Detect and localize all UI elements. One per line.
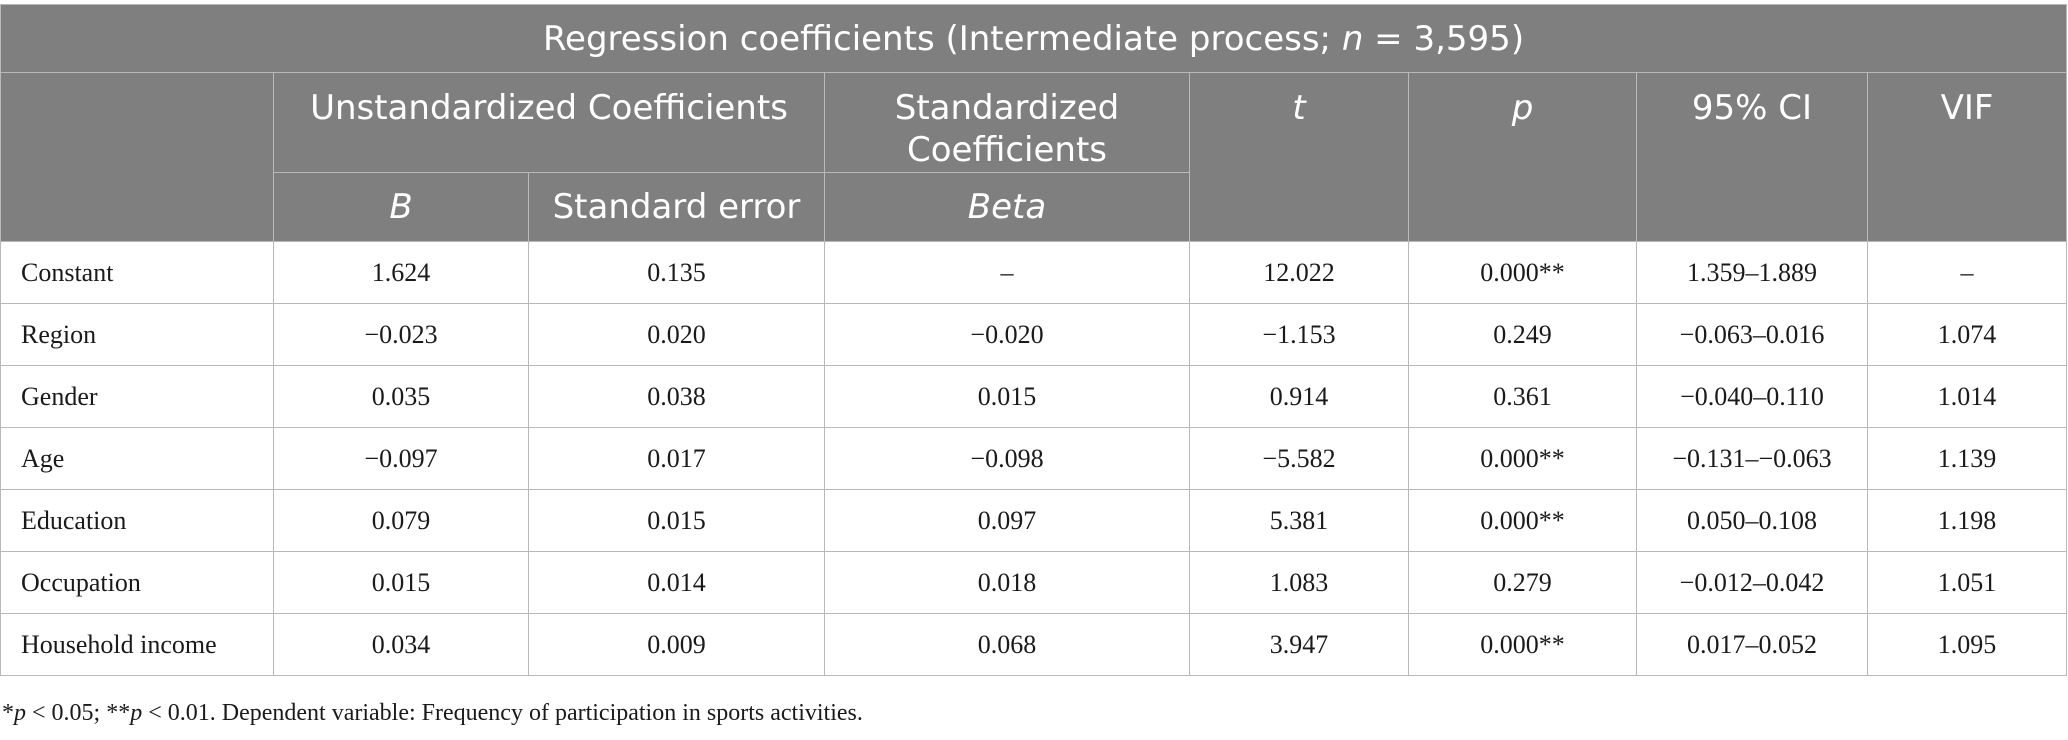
cell-vif: – [1866,241,2068,304]
title-n: n [1341,18,1364,59]
footnote-text-2: < 0.01. Dependent variable: Frequency of… [142,700,863,726]
row-label: Constant [0,241,274,304]
cell-ci: −0.063–0.016 [1636,303,1868,366]
header-empty [0,72,274,242]
cell-b: −0.023 [273,303,529,366]
row-label: Region [0,303,274,366]
header-unstandardized: Unstandardized Coefficients [273,72,825,173]
cell-t: 0.914 [1189,365,1409,428]
table-row: Age −0.097 0.017 −0.098 −5.582 0.000** −0.131–… [0,427,2068,490]
cell-ci: −0.131–−0.063 [1636,427,1868,490]
cell-beta: −0.020 [824,303,1190,366]
header-standardized: Standardized Coefficients [824,72,1190,173]
header-t: t [1189,72,1409,242]
cell-b: 1.624 [273,241,529,304]
cell-ci: 0.017–0.052 [1636,613,1868,676]
cell-vif: 1.014 [1866,365,2068,428]
cell-beta: 0.015 [824,365,1190,428]
table-row: Education 0.079 0.015 0.097 5.381 0.000** 0.05… [0,489,2068,552]
row-label: Education [0,489,274,552]
cell-beta: – [824,241,1190,304]
cell-se: 0.020 [528,303,825,366]
cell-b: 0.015 [273,551,529,614]
cell-p: 0.000** [1408,613,1637,676]
row-label: Age [0,427,274,490]
cell-b: 0.035 [273,365,529,428]
table-row: Occupation 0.015 0.014 0.018 1.083 0.279 −0.01… [0,551,2068,614]
cell-p: 0.000** [1408,241,1637,304]
cell-t: 5.381 [1189,489,1409,552]
footnote-text-1: < 0.05; ** [26,700,131,726]
table-row: Region −0.023 0.020 −0.020 −1.153 0.249 −0.063… [0,303,2068,366]
cell-vif: 1.198 [1866,489,2068,552]
header-vif: VIF [1866,72,2068,242]
cell-t: −1.153 [1189,303,1409,366]
cell-t: −5.582 [1189,427,1409,490]
cell-t: 3.947 [1189,613,1409,676]
regression-table: Regression coefficients (Intermediate pr… [0,4,2068,676]
header-b: B [273,172,529,242]
cell-vif: 1.139 [1866,427,2068,490]
cell-t: 1.083 [1189,551,1409,614]
cell-se: 0.009 [528,613,825,676]
cell-p: 0.000** [1408,427,1637,490]
table-footnote: *p < 0.05; **p < 0.01. Dependent variabl… [2,700,863,726]
cell-t: 12.022 [1189,241,1409,304]
cell-b: −0.097 [273,427,529,490]
cell-p: 0.361 [1408,365,1637,428]
title-suffix: = 3,595) [1363,18,1525,59]
cell-b: 0.034 [273,613,529,676]
cell-beta: 0.068 [824,613,1190,676]
footnote-p-var-2: p [130,700,143,726]
row-label: Gender [0,365,274,428]
cell-ci: 0.050–0.108 [1636,489,1868,552]
cell-p: 0.279 [1408,551,1637,614]
cell-ci: −0.040–0.110 [1636,365,1868,428]
cell-se: 0.135 [528,241,825,304]
header-p: p [1408,72,1637,242]
cell-se: 0.015 [528,489,825,552]
cell-vif: 1.095 [1866,613,2068,676]
table-title: Regression coefficients (Intermediate pr… [0,4,2068,73]
footnote-p-var: p [14,700,26,726]
table-row: Gender 0.035 0.038 0.015 0.914 0.361 −0.040–0.… [0,365,2068,428]
cell-se: 0.038 [528,365,825,428]
row-label: Household income [0,613,274,676]
cell-se: 0.014 [528,551,825,614]
header-se: Standard error [528,172,825,242]
table-row: Constant 1.624 0.135–12.022 0.000** 1.359–1.… [0,241,2068,304]
row-label: Occupation [0,551,274,614]
cell-p: 0.000** [1408,489,1637,552]
cell-beta: 0.018 [824,551,1190,614]
cell-b: 0.079 [273,489,529,552]
cell-p: 0.249 [1408,303,1637,366]
cell-vif: 1.074 [1866,303,2068,366]
header-ci: 95% CI [1636,72,1868,242]
header-beta: Beta [824,172,1190,242]
table-row: Household income 0.034 0.009 0.068 3.947 0.00… [0,613,2068,676]
cell-beta: 0.097 [824,489,1190,552]
title-prefix: Regression coefficients (Intermediate pr… [542,18,1342,59]
cell-se: 0.017 [528,427,825,490]
cell-ci: 1.359–1.889 [1636,241,1868,304]
cell-vif: 1.051 [1866,551,2068,614]
cell-beta: −0.098 [824,427,1190,490]
cell-ci: −0.012–0.042 [1636,551,1868,614]
